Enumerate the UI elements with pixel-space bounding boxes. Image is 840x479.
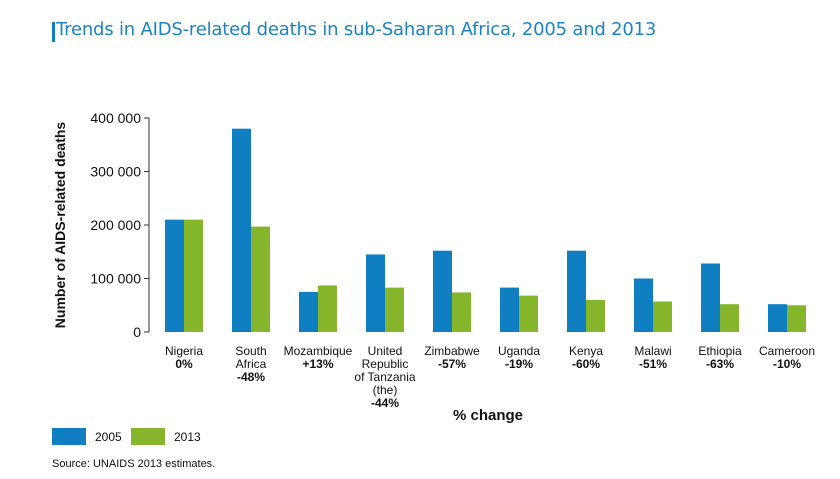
bar-2013 [184,219,203,332]
percent-change-label: -10% [773,357,801,371]
bar-2013 [787,305,806,332]
bar-2013 [586,299,605,332]
category-label: Nigeria [165,344,203,358]
bar-2013 [251,226,270,332]
legend-swatch-2013 [131,428,165,445]
category-label: Zimbabwe [424,344,480,358]
category-label: Kenya [569,344,603,358]
y-tick-label: 200 000 [90,217,141,233]
bar-2013 [653,301,672,332]
y-tick-label: 100 000 [90,271,141,287]
category-label: (the) [373,383,398,397]
percent-change-label: +13% [302,357,333,371]
y-tick-label: 0 [133,324,141,340]
bar-2013 [452,292,471,332]
bar-2005 [232,128,251,332]
bar-2013 [720,304,739,332]
percent-change-label: -44% [371,396,399,410]
x-axis-label: % change [453,407,524,424]
category-label: United [368,344,403,358]
bar-2005 [299,291,318,332]
legend-item-2005: 2005 [52,428,122,445]
category-label: Republic [362,357,409,371]
percent-change-label: -57% [438,357,466,371]
bar-2005 [768,304,787,332]
category-label: Uganda [498,344,540,358]
category-label: Malawi [634,344,671,358]
percent-change-label: 0% [175,357,193,371]
bar-2005 [567,250,586,332]
category-label: Cameroon [759,344,815,358]
category-label: of Tanzania [354,370,415,384]
legend-swatch-2005 [52,428,86,445]
y-tick-label: 400 000 [90,110,141,126]
percent-change-label: -63% [706,357,734,371]
percent-change-label: -60% [572,357,600,371]
legend-label-2013: 2013 [174,429,201,444]
y-axis-title: Number of AIDS-related deaths [52,122,68,329]
bar-2005 [500,287,519,332]
chart-title: Trends in AIDS-related deaths in sub-Sah… [56,19,657,40]
source-note: Source: UNAIDS 2013 estimates. [52,458,216,470]
bar-2013 [318,285,337,332]
bar-2005 [634,278,653,332]
percent-change-label: -19% [505,357,533,371]
category-label: Africa [236,357,267,371]
bar-2005 [366,254,385,332]
legend-item-2013: 2013 [131,428,201,445]
bar-2005 [701,263,720,332]
bar-2013 [519,295,538,332]
bar-2005 [165,219,184,332]
percent-change-label: -51% [639,357,667,371]
legend-label-2005: 2005 [95,429,122,444]
y-tick-label: 300 000 [90,164,141,180]
category-label: South [235,344,266,358]
bar-2013 [385,287,404,332]
bar-2005 [433,250,452,332]
percent-change-label: -48% [237,370,265,384]
category-label: Ethiopia [698,344,742,358]
title-accent-bar [52,22,55,42]
category-label: Mozambique [284,344,353,358]
